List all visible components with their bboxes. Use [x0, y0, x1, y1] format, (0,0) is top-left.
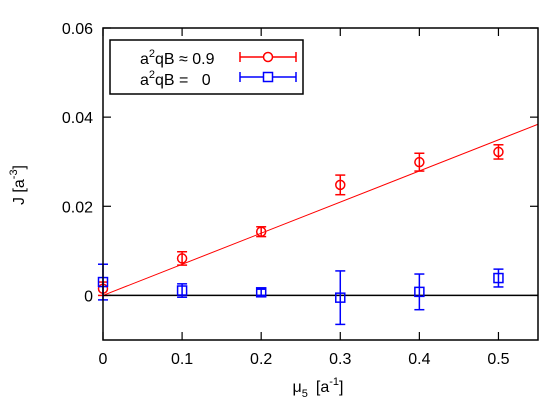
- series-2-point-6: [493, 268, 504, 288]
- marker-square: [335, 292, 346, 303]
- series-2-point-4: [335, 270, 346, 326]
- plot-area: [97, 123, 539, 326]
- marker-circle: [414, 156, 425, 168]
- x-tick-label: 0.5: [487, 351, 509, 368]
- legend-label-2: a2qB = 0: [140, 69, 211, 89]
- axes: 0 0.1 0.2 0.3 0.4 0.5 0 0.02 0.04 0.06: [62, 21, 539, 368]
- y-axis-label: J [a-3]: [8, 165, 28, 205]
- plot-frame: [102, 27, 539, 341]
- series-2-point-2: [176, 283, 188, 298]
- legend-label-1: a2qB ≈ 0.9: [140, 48, 215, 68]
- series-1-point-6: [493, 144, 504, 160]
- series-1-point-3: [255, 226, 267, 238]
- marker-circle: [335, 179, 346, 191]
- y-tick-label: 0.06: [62, 21, 93, 38]
- fit-line-1: [102, 123, 539, 296]
- marker-square: [176, 285, 188, 296]
- series-1-point-5: [414, 152, 425, 172]
- x-tick-label: 0.2: [250, 351, 272, 368]
- marker-circle: [255, 226, 267, 237]
- x-tick-label: 0.3: [329, 351, 351, 368]
- x-tick-label: 0.1: [171, 351, 193, 368]
- y-tick-label: 0.04: [62, 110, 93, 127]
- x-tick-label: 0: [99, 351, 108, 368]
- marker-circle: [493, 146, 504, 158]
- series-2-point-5: [414, 273, 425, 311]
- legend-box: [109, 39, 304, 95]
- marker-square: [493, 272, 504, 284]
- legend-marker-1: [239, 51, 297, 63]
- x-tick-label: 0.4: [408, 351, 430, 368]
- marker-square: [255, 287, 267, 298]
- marker-circle: [176, 253, 188, 264]
- legend: a2qB ≈ 0.9 a2qB = 0: [109, 39, 304, 95]
- x-axis-label: μ5 [a-1]: [293, 376, 344, 400]
- series-2-point-3: [255, 287, 267, 298]
- marker-square: [414, 286, 425, 298]
- series-1-point-2: [176, 250, 188, 266]
- y-tick-label: 0.02: [62, 199, 93, 216]
- series-1-point-4: [335, 174, 346, 196]
- legend-marker-2: [239, 71, 297, 83]
- y-tick-label: 0: [84, 288, 93, 305]
